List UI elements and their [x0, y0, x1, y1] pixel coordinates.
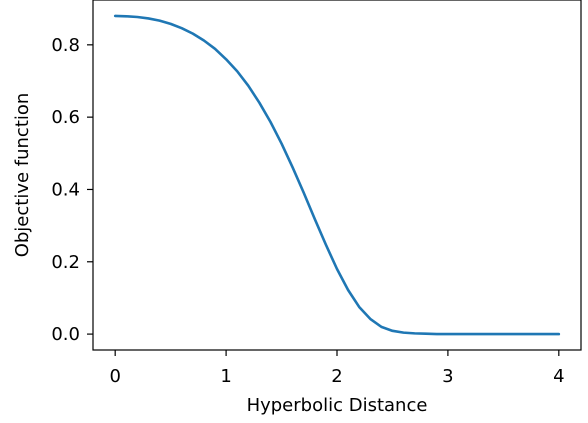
- x-tick-label: 3: [442, 366, 453, 387]
- y-tick-label: 0.0: [51, 324, 80, 345]
- y-axis-label: Objective function: [12, 93, 33, 258]
- x-tick-label: 0: [109, 366, 120, 387]
- y-tick-label: 0.8: [51, 35, 80, 56]
- x-axis: 0 1 2 3 4: [109, 350, 565, 387]
- plot-area: [113, 14, 561, 336]
- x-tick-label: 4: [553, 366, 564, 387]
- y-axis: 0.0 0.2 0.4 0.6 0.8: [51, 35, 93, 345]
- series-line-0: [113, 14, 561, 336]
- y-tick-label: 0.6: [51, 107, 80, 128]
- x-axis-label: Hyperbolic Distance: [247, 395, 428, 416]
- x-tick-label: 2: [331, 366, 342, 387]
- y-tick-label: 0.4: [51, 179, 80, 200]
- y-tick-label: 0.2: [51, 252, 80, 273]
- x-tick-label: 1: [220, 366, 231, 387]
- axes-frame: [92, 0, 582, 351]
